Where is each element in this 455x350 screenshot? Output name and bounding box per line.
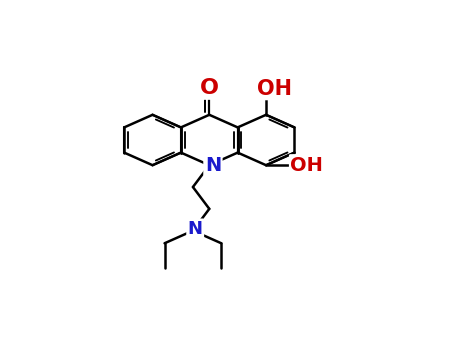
Text: OH: OH [257, 79, 292, 99]
Text: O: O [200, 78, 219, 98]
Text: N: N [205, 156, 221, 175]
Text: N: N [188, 220, 202, 238]
Text: OH: OH [290, 156, 324, 175]
